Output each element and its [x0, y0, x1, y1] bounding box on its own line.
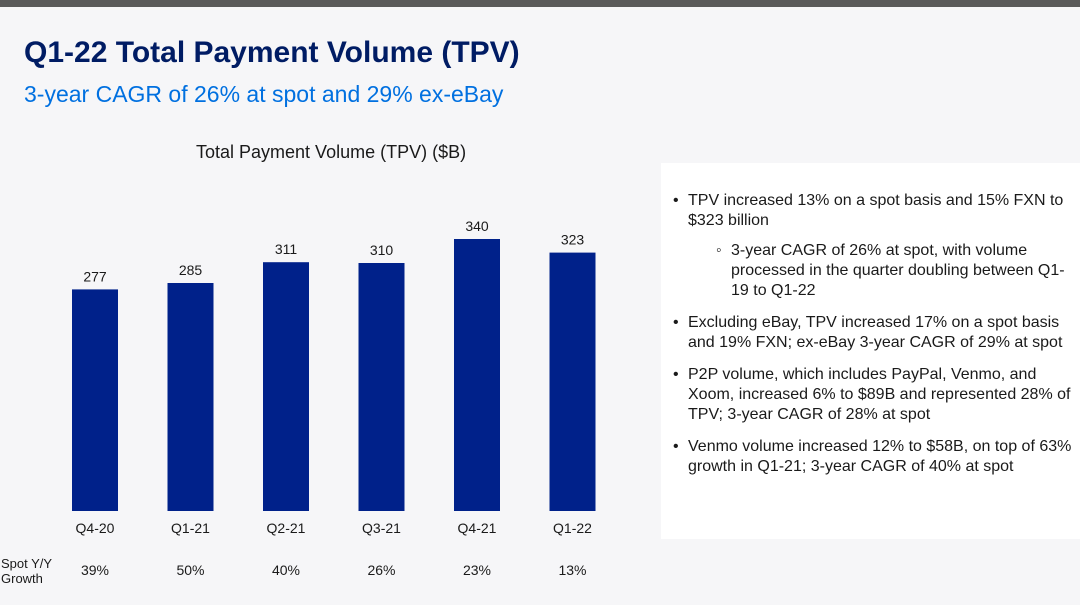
growth-value: 50% — [176, 562, 204, 578]
bar-q4-21 — [454, 239, 500, 511]
commentary-panel: TPV increased 13% on a spot basis and 15… — [661, 163, 1080, 539]
bullet-text: TPV increased 13% on a spot basis and 15… — [688, 192, 1064, 229]
growth-row-label: Spot Y/Y — [1, 556, 52, 571]
data-label: 311 — [275, 241, 298, 257]
slide-subtitle: 3-year CAGR of 26% at spot and 29% ex-eB… — [24, 81, 504, 107]
growth-value: 39% — [81, 562, 109, 578]
tpv-bar-chart: 277 Q4-20 39% 285 Q1-21 50% 311 Q2-21 40% 310 Q3-2… — [1, 218, 596, 586]
bar-q4-20 — [72, 289, 118, 511]
bar-q2-21 — [263, 262, 309, 511]
data-label: 340 — [465, 218, 489, 234]
growth-row-label: Growth — [1, 571, 43, 586]
x-tick-label: Q4-20 — [76, 520, 115, 536]
bar-q3-21 — [358, 263, 405, 511]
x-tick-label: Q4-21 — [458, 520, 497, 536]
bullet-list: TPV increased 13% on a spot basis and 15… — [673, 191, 1073, 489]
growth-value: 26% — [367, 562, 395, 578]
bullet-text: P2P volume, which includes PayPal, Venmo… — [688, 366, 1071, 423]
bullet-text: Excluding eBay, TPV increased 17% on a s… — [688, 314, 1063, 351]
sub-bullet-item: 3-year CAGR of 26% at spot, with volume … — [716, 241, 1073, 301]
bar-q1-22 — [549, 252, 596, 511]
bullet-item: Excluding eBay, TPV increased 17% on a s… — [673, 313, 1073, 353]
bullet-item: P2P volume, which includes PayPal, Venmo… — [673, 365, 1073, 425]
sub-bullet-list: 3-year CAGR of 26% at spot, with volume … — [688, 241, 1073, 301]
growth-value: 40% — [272, 562, 300, 578]
growth-value: 13% — [558, 562, 586, 578]
data-label: 277 — [83, 268, 107, 284]
bar-q1-21 — [167, 283, 214, 511]
top-bar — [0, 0, 1080, 7]
data-label: 285 — [179, 262, 203, 278]
data-label: 323 — [561, 232, 585, 248]
bullet-item: TPV increased 13% on a spot basis and 15… — [673, 191, 1073, 301]
growth-value: 23% — [463, 562, 491, 578]
data-label: 310 — [370, 242, 394, 258]
x-tick-label: Q1-22 — [553, 520, 592, 536]
x-tick-label: Q2-21 — [267, 520, 306, 536]
bullet-item: Venmo volume increased 12% to $58B, on t… — [673, 437, 1073, 477]
bullet-text: Venmo volume increased 12% to $58B, on t… — [688, 438, 1072, 475]
chart-title: Total Payment Volume (TPV) ($B) — [196, 142, 467, 162]
sub-bullet-text: 3-year CAGR of 26% at spot, with volume … — [731, 242, 1065, 299]
x-tick-label: Q1-21 — [171, 520, 210, 536]
slide-title: Q1-22 Total Payment Volume (TPV) — [24, 36, 520, 69]
x-tick-label: Q3-21 — [362, 520, 401, 536]
